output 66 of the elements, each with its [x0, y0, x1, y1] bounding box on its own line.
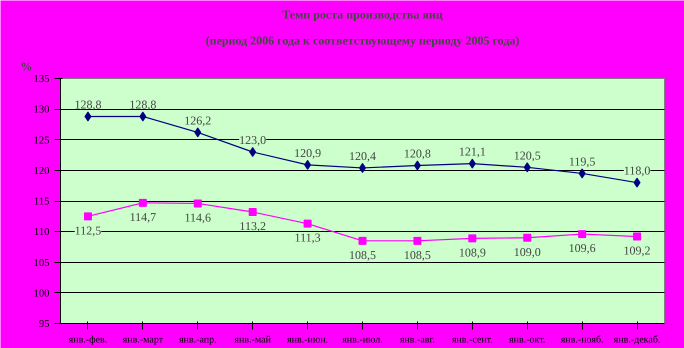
data-label: 109,6 [568, 241, 596, 256]
x-tick-label: янв.-июл. [342, 334, 383, 346]
point [84, 212, 92, 220]
x-tick-label: янв.-апр. [178, 334, 217, 346]
point [249, 147, 256, 157]
point [138, 198, 147, 207]
point [633, 232, 642, 241]
point [194, 127, 202, 138]
y-tick-label: 95 [38, 319, 50, 330]
point [194, 199, 202, 208]
x-tick-label: янв.-июн. [287, 334, 328, 346]
data-label: 118,0 [624, 164, 650, 178]
point [358, 236, 366, 245]
y-tick-label: 120 [34, 166, 50, 177]
data-label: 114,6 [184, 210, 212, 224]
y-tick-label: 135 [34, 74, 50, 85]
data-label: 113,2 [239, 219, 266, 234]
x-tick-label: янв.-сент. [452, 334, 493, 346]
point [304, 160, 312, 170]
data-label: 120,9 [294, 146, 322, 160]
chart-subtitle: (период 2006 года к соответствующему периоду 2005 года) [206, 34, 520, 48]
data-label: 111,3 [294, 230, 321, 245]
data-label: 128,8 [74, 97, 102, 112]
data-label: 108,9 [458, 245, 486, 260]
data-label: 109,0 [514, 244, 541, 259]
data-label: 120,5 [514, 148, 541, 162]
x-tick-label: янв.-март [122, 334, 164, 346]
x-tick-label: янв.-фев. [68, 334, 108, 346]
data-label: 120,4 [349, 148, 376, 163]
y-tick-label: 130 [34, 104, 50, 116]
y-tick-label: 100 [34, 288, 50, 300]
data-label: 108,5 [404, 248, 431, 262]
point [524, 162, 531, 172]
x-tick-label: янв.-нояб. [560, 334, 604, 346]
point [578, 230, 586, 238]
point [523, 234, 532, 242]
y-tick-label: 125 [34, 135, 50, 146]
data-label: 126,2 [184, 113, 212, 128]
y-tick-label: 105 [34, 258, 50, 269]
point [414, 160, 421, 170]
point [84, 111, 92, 122]
data-label: 119,5 [568, 154, 596, 168]
y-tick-label: 110 [34, 227, 50, 238]
point [578, 168, 586, 178]
x-tick-label: янв.-декаб. [614, 334, 660, 346]
data-label: 112,5 [74, 223, 102, 238]
point [248, 208, 257, 216]
x-tick-label: янв.-окт. [509, 334, 546, 346]
point [304, 220, 312, 228]
point [413, 236, 422, 245]
point [468, 158, 476, 169]
y-tick-label: 115 [34, 196, 50, 208]
chart-title: Темп роста производства яиц [282, 8, 443, 22]
y-axis-title: % [20, 60, 32, 74]
data-label: 109,2 [624, 244, 651, 258]
data-label: 121,1 [458, 144, 486, 159]
data-label: 114,7 [130, 210, 156, 224]
data-label: 120,8 [404, 146, 431, 160]
point [139, 111, 146, 122]
point [634, 178, 641, 188]
data-label: 108,5 [349, 248, 376, 262]
point [468, 234, 476, 242]
data-label: 128,8 [129, 97, 156, 112]
x-tick-label: янв.-авг. [400, 334, 435, 346]
x-tick-label: янв.-май [234, 334, 272, 346]
data-label: 123,0 [239, 133, 266, 147]
